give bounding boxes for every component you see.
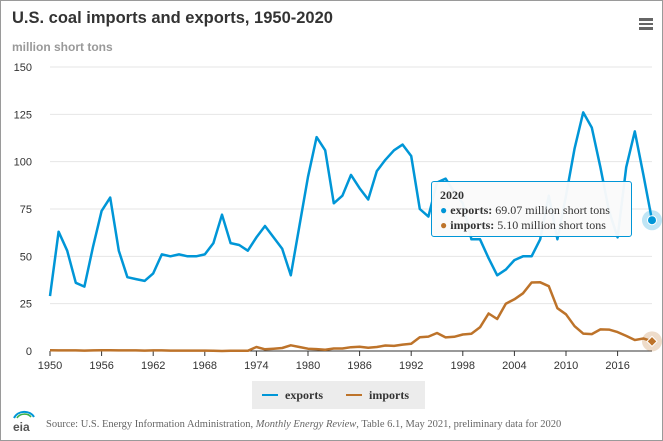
eia-logo-text: eia [13,420,30,434]
x-tick-label-2016: 2016 [605,360,629,372]
y-axis-ticks: 0 25 50 75 100 125 150 [14,62,32,358]
x-tick-label-2004: 2004 [502,360,526,372]
hamburger-menu-icon[interactable] [639,18,653,30]
x-tick-label-1968: 1968 [193,360,217,372]
legend-item-exports[interactable]: exports [262,381,323,409]
x-axis-ticks: 1950 1956 1962 1968 1974 1980 1986 1992 1998 2004… [38,351,630,372]
imports-line-icon [346,394,362,396]
eia-logo-icon: eia [13,410,35,434]
legend-exports-label: exports [285,387,323,402]
x-tick-label-1974: 1974 [244,360,268,372]
tooltip-year: 2020 [440,188,464,202]
x-tick-label-1956: 1956 [89,360,113,372]
tooltip-imports-label: imports: [450,218,495,232]
source-prefix: Source: U.S. Energy Information Administ… [46,419,256,430]
y-tick-label-75: 75 [20,204,32,216]
y-tick-label-100: 100 [14,157,32,169]
tooltip-exports-value: 69.07 million short tons [495,203,610,217]
x-tick-label-1950: 1950 [38,360,62,372]
y-tick-label-150: 150 [14,62,32,74]
y-tick-label-0: 0 [26,346,32,358]
exports-dot-icon: ● [440,203,448,217]
exports-marker [647,215,657,226]
source-note: Source: U.S. Energy Information Administ… [46,419,561,430]
y-tick-label-50: 50 [20,251,32,263]
series-line-imports [49,281,653,353]
y-tick-label-125: 125 [14,109,32,121]
source-publication: Monthly Energy Review [255,419,357,430]
x-tick-label-1992: 1992 [399,360,423,372]
data-tooltip: 2020 ● exports: 69.07 million short tons… [431,181,632,237]
x-tick-label-1980: 1980 [296,360,320,372]
x-tick-label-2010: 2010 [554,360,578,372]
source-suffix: , Table 6.1, May 2021, preliminary data … [356,419,562,430]
exports-line-icon [262,394,278,396]
tooltip-exports-label: exports: [450,203,493,217]
chart-title: U.S. coal imports and exports, 1950-2020 [12,9,333,27]
chart-markers [642,210,662,352]
tooltip-imports-value: 5.10 million short tons [497,218,606,232]
imports-marker [646,335,658,348]
x-tick-label-1986: 1986 [347,360,371,372]
x-tick-label-1962: 1962 [141,360,165,372]
y-axis-unit-label: million short tons [12,40,113,54]
chart-legend: exports imports [252,381,425,409]
y-tick-label-25: 25 [20,299,32,311]
x-tick-label-1998: 1998 [451,360,475,372]
legend-item-imports[interactable]: imports [346,381,409,409]
legend-imports-label: imports [369,387,409,402]
imports-dot-icon: ● [440,218,448,232]
